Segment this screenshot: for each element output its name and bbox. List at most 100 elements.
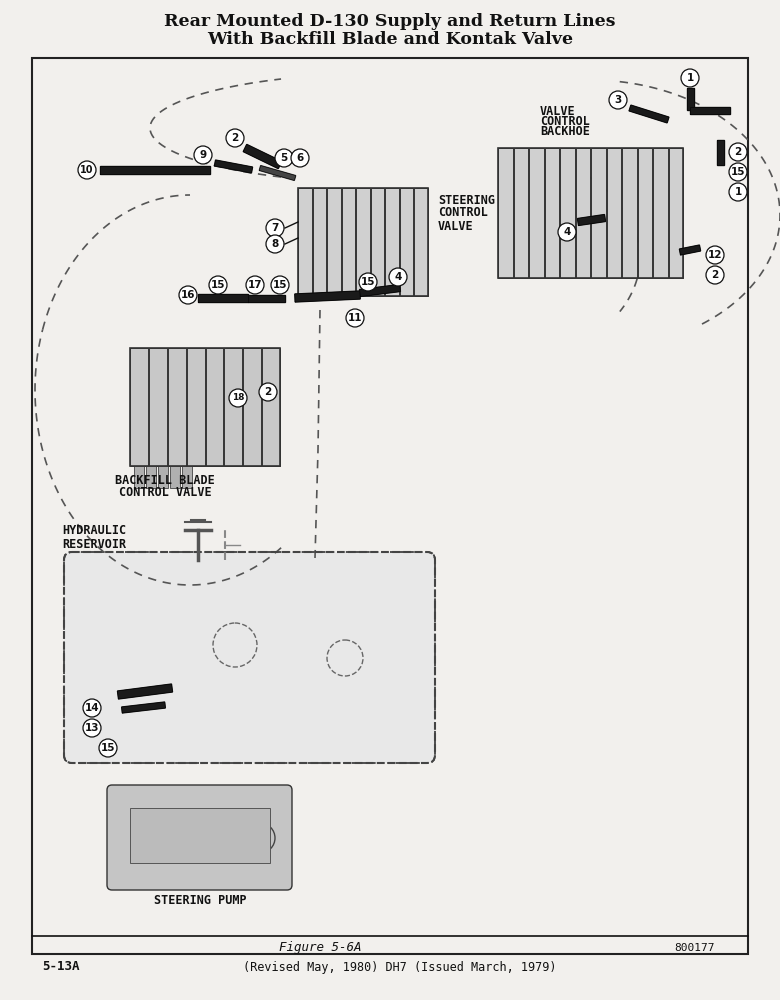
Text: 2: 2 xyxy=(232,133,239,143)
Circle shape xyxy=(359,273,377,291)
Bar xyxy=(560,148,575,278)
Bar xyxy=(158,466,168,488)
Text: BACKFILL BLADE: BACKFILL BLADE xyxy=(115,474,214,487)
Bar xyxy=(622,148,636,278)
Text: 15: 15 xyxy=(211,280,225,290)
Bar xyxy=(262,348,280,466)
Circle shape xyxy=(706,246,724,264)
Circle shape xyxy=(209,276,227,294)
Circle shape xyxy=(271,276,289,294)
Circle shape xyxy=(729,143,747,161)
Circle shape xyxy=(246,276,264,294)
Circle shape xyxy=(229,389,247,407)
Bar xyxy=(134,466,144,488)
Text: CONTROL: CONTROL xyxy=(438,207,488,220)
Circle shape xyxy=(558,223,576,241)
Bar xyxy=(342,188,355,296)
Text: 15: 15 xyxy=(360,277,375,287)
Bar xyxy=(130,348,148,466)
Circle shape xyxy=(99,739,117,757)
Bar xyxy=(637,148,652,278)
Bar xyxy=(130,808,270,863)
Circle shape xyxy=(83,719,101,737)
Bar xyxy=(298,188,311,296)
Bar xyxy=(607,148,621,278)
Bar xyxy=(498,148,512,278)
Bar xyxy=(205,348,223,466)
Bar xyxy=(400,188,413,296)
Polygon shape xyxy=(215,160,253,173)
Circle shape xyxy=(681,69,699,87)
Circle shape xyxy=(78,161,96,179)
FancyBboxPatch shape xyxy=(64,552,435,763)
Bar xyxy=(498,148,683,278)
Text: 15: 15 xyxy=(273,280,287,290)
Polygon shape xyxy=(629,105,669,123)
Bar xyxy=(356,188,370,296)
Polygon shape xyxy=(690,106,730,113)
Bar xyxy=(668,148,683,278)
Text: 2: 2 xyxy=(264,387,271,397)
Text: (Revised May, 1980) DH7 (Issued March, 1979): (Revised May, 1980) DH7 (Issued March, 1… xyxy=(243,960,557,974)
Text: HYDRAULIC: HYDRAULIC xyxy=(62,524,126,536)
Bar xyxy=(385,188,399,296)
Text: 5: 5 xyxy=(280,153,288,163)
Bar xyxy=(591,148,605,278)
Polygon shape xyxy=(248,294,285,302)
Text: 4: 4 xyxy=(395,272,402,282)
Text: STEERING PUMP: STEERING PUMP xyxy=(154,894,246,906)
Text: 5-13A: 5-13A xyxy=(42,960,80,974)
Bar xyxy=(168,348,186,466)
Bar xyxy=(653,148,668,278)
Text: 9: 9 xyxy=(200,150,207,160)
Bar xyxy=(170,466,180,488)
Text: 800177: 800177 xyxy=(675,943,715,953)
Circle shape xyxy=(275,149,293,167)
Text: 15: 15 xyxy=(731,167,745,177)
Text: 14: 14 xyxy=(85,703,99,713)
Circle shape xyxy=(266,219,284,237)
Text: RESERVOIR: RESERVOIR xyxy=(62,538,126,552)
Polygon shape xyxy=(243,144,282,169)
Polygon shape xyxy=(100,166,210,174)
Text: 1: 1 xyxy=(735,187,742,197)
Text: STEERING: STEERING xyxy=(438,194,495,207)
Polygon shape xyxy=(295,291,360,302)
Text: 3: 3 xyxy=(615,95,622,105)
Text: 16: 16 xyxy=(181,290,195,300)
Bar xyxy=(225,348,243,466)
Text: 2: 2 xyxy=(711,270,718,280)
Bar xyxy=(313,188,326,296)
Bar xyxy=(576,148,590,278)
Circle shape xyxy=(729,163,747,181)
Polygon shape xyxy=(360,285,400,296)
Polygon shape xyxy=(259,166,296,180)
Bar xyxy=(130,348,280,466)
Circle shape xyxy=(194,146,212,164)
Text: VALVE: VALVE xyxy=(540,105,576,118)
Circle shape xyxy=(729,183,747,201)
Text: 10: 10 xyxy=(80,165,94,175)
Text: CONTROL VALVE: CONTROL VALVE xyxy=(119,487,211,499)
Circle shape xyxy=(609,91,627,109)
Circle shape xyxy=(259,383,277,401)
FancyBboxPatch shape xyxy=(107,785,292,890)
Bar xyxy=(182,466,192,488)
Bar xyxy=(298,188,428,296)
Text: 15: 15 xyxy=(101,743,115,753)
Bar xyxy=(529,148,544,278)
Text: Rear Mounted D-130 Supply and Return Lines: Rear Mounted D-130 Supply and Return Lin… xyxy=(165,13,615,30)
Text: 6: 6 xyxy=(296,153,303,163)
Bar xyxy=(149,348,167,466)
Polygon shape xyxy=(577,215,605,225)
Polygon shape xyxy=(686,88,693,110)
Circle shape xyxy=(389,268,407,286)
Text: 1: 1 xyxy=(686,73,693,83)
Circle shape xyxy=(179,286,197,304)
Bar xyxy=(513,148,528,278)
Circle shape xyxy=(83,699,101,717)
Text: 13: 13 xyxy=(85,723,99,733)
Polygon shape xyxy=(122,702,165,713)
Text: VALVE: VALVE xyxy=(438,220,473,232)
Bar xyxy=(186,348,204,466)
